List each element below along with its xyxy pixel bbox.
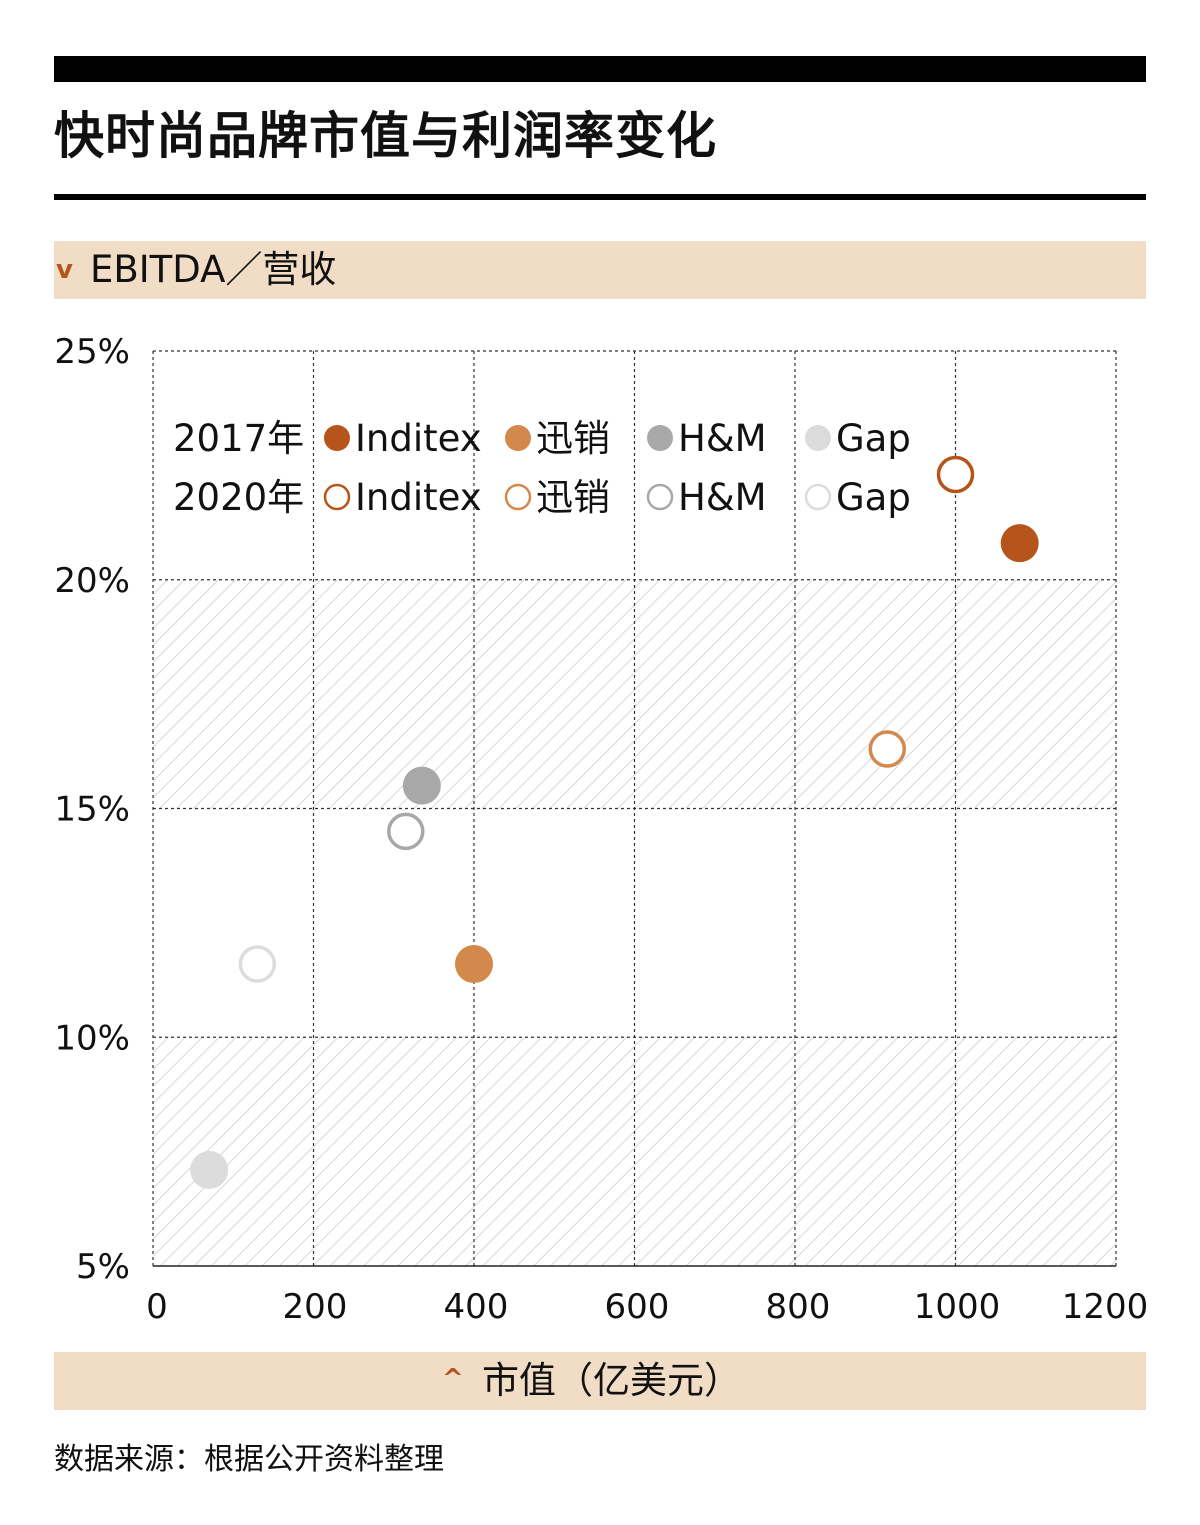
- legend-marker-hollow: [504, 483, 532, 511]
- data-point-2017: [402, 766, 441, 805]
- legend-marker-hollow: [323, 483, 351, 511]
- x-tick-label: 200: [283, 1287, 348, 1327]
- x-axis-label-band: ^ 市值（亿美元）: [54, 1352, 1146, 1410]
- top-bar: [54, 56, 1146, 82]
- x-tick-label: 400: [444, 1287, 509, 1327]
- data-point-2017: [455, 945, 493, 984]
- source-note: 数据来源：根据公开资料整理: [54, 1442, 444, 1477]
- legend-year-label: 2020年: [173, 476, 304, 519]
- legend-series-label: Gap: [836, 417, 911, 460]
- y-axis-label-band: v EBITDA／营收: [54, 241, 1146, 299]
- y-tick-label: 25%: [54, 332, 130, 372]
- legend-series-label: Inditex: [355, 476, 482, 519]
- data-point-2020: [387, 812, 425, 851]
- x-tick-label: 800: [766, 1287, 831, 1327]
- data-point-2017: [190, 1150, 229, 1189]
- y-tick-label: 5%: [76, 1247, 130, 1287]
- legend-series-label: H&M: [678, 417, 767, 460]
- down-arrow-icon: v: [56, 255, 73, 285]
- legend-year-label: 2017年: [173, 417, 304, 460]
- legend-marker-filled: [805, 425, 831, 451]
- legend-series-label: Gap: [836, 476, 911, 519]
- up-arrow-icon: ^: [442, 1364, 464, 1394]
- x-axis-label: 市值（亿美元）: [482, 1359, 741, 1402]
- legend-series-label: 迅销: [536, 476, 610, 519]
- title-rule: [54, 194, 1146, 200]
- y-tick-label: 15%: [54, 790, 130, 830]
- legend-series-label: 迅销: [536, 417, 610, 460]
- x-tick-label: 1200: [1062, 1287, 1149, 1327]
- legend-marker-filled: [505, 425, 531, 451]
- x-tick-label: 0: [146, 1287, 168, 1327]
- chart-title: 快时尚品牌市值与利润率变化: [54, 107, 717, 165]
- scatter-chart: 0 200 400 600 800 1000 1200 5% 10% 15% 20% 25% 2017…: [54, 332, 1149, 1327]
- legend-marker-hollow: [804, 483, 832, 511]
- y-axis-label: EBITDA／营收: [90, 248, 337, 291]
- x-tick-label: 1000: [914, 1287, 1001, 1327]
- data-point-2020: [238, 945, 277, 983]
- x-tick-label: 600: [605, 1287, 670, 1327]
- legend-series-label: H&M: [678, 476, 767, 519]
- legend-series-label: Inditex: [355, 417, 482, 460]
- legend-marker-hollow: [646, 483, 674, 511]
- data-point-2020: [868, 730, 907, 768]
- data-point-2020: [936, 455, 975, 494]
- data-point-2017: [1000, 524, 1039, 563]
- y-tick-label: 20%: [54, 561, 130, 601]
- legend-marker-filled: [324, 425, 350, 451]
- y-tick-label: 10%: [54, 1018, 130, 1058]
- legend-marker-filled: [647, 425, 673, 451]
